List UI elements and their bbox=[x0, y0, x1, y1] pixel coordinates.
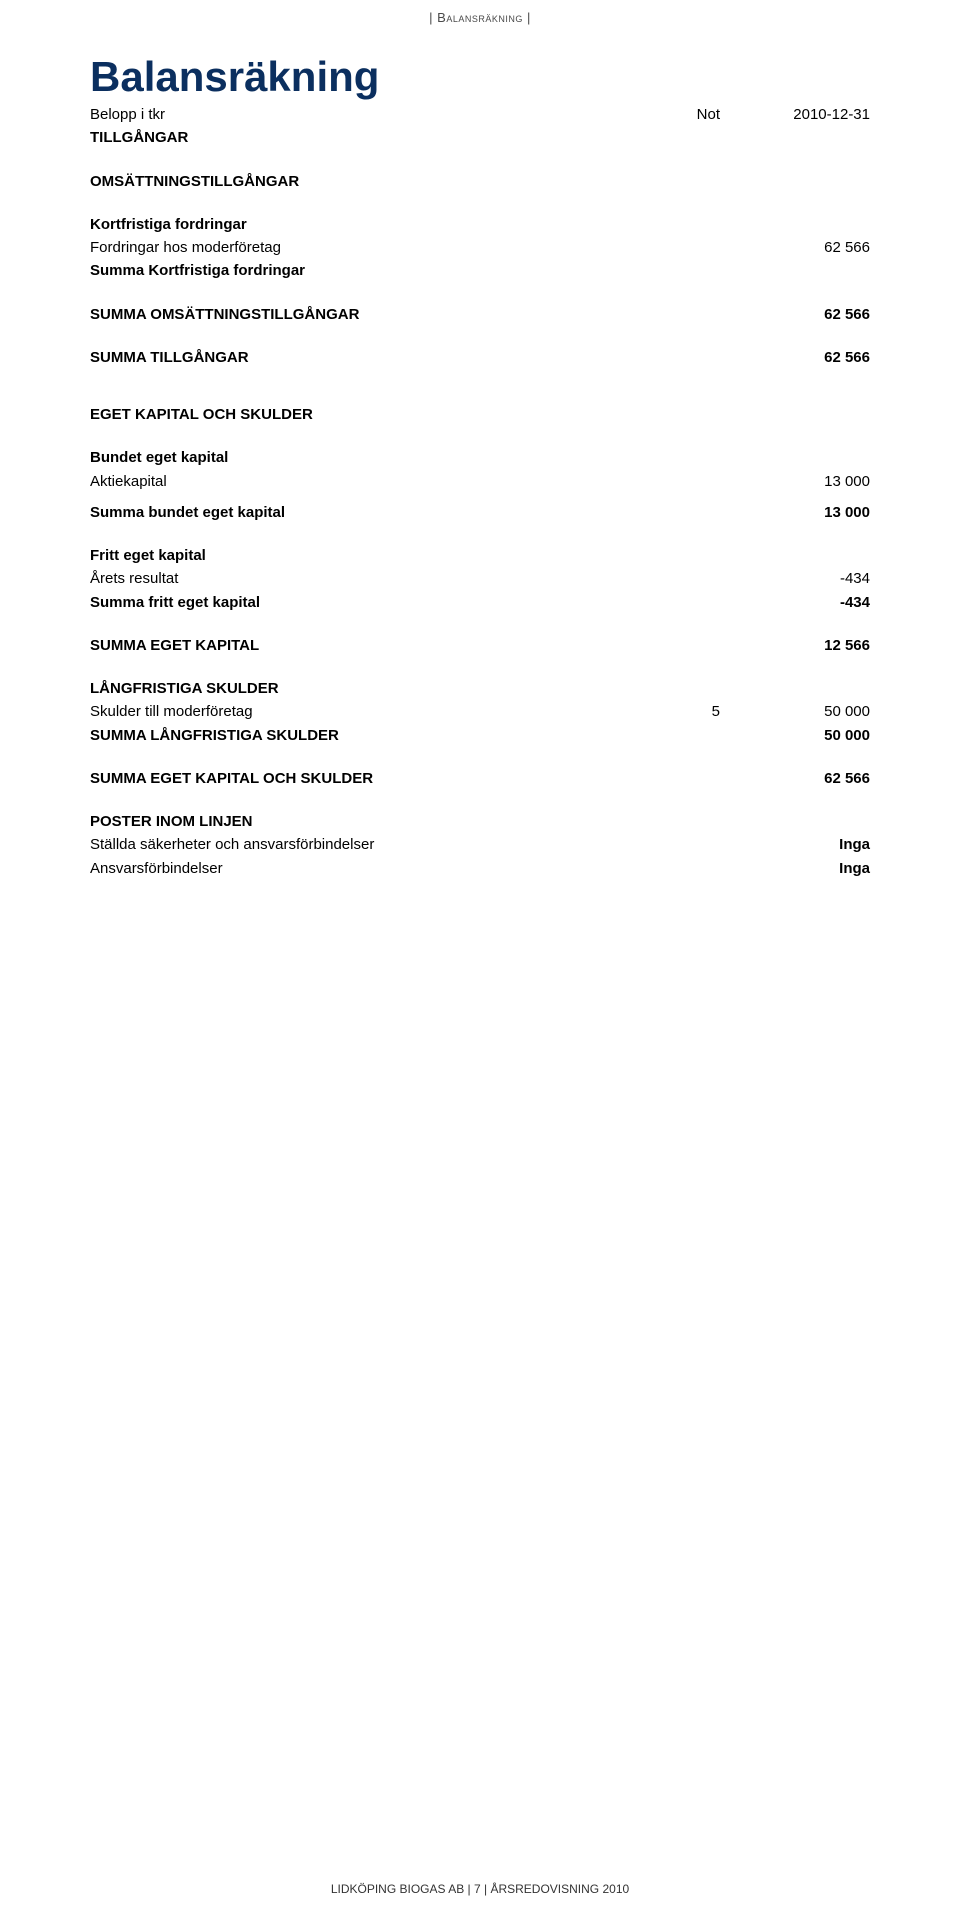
heading-text: TILLGÅNGAR bbox=[90, 126, 650, 149]
row-value: 62 566 bbox=[750, 346, 870, 369]
col-date: 2010-12-31 bbox=[750, 103, 870, 126]
page: | Balansräkning | Balansräkning Belopp i… bbox=[0, 0, 960, 1906]
langfristiga-sum: SUMMA LÅNGFRISTIGA SKULDER 50 000 bbox=[90, 724, 870, 747]
summa-oms-row: SUMMA OMSÄTTNINGSTILLGÅNGAR 62 566 bbox=[90, 303, 870, 326]
section-header: | Balansräkning | bbox=[90, 10, 870, 25]
row-value: 50 000 bbox=[750, 700, 870, 723]
table-row: Årets resultat -434 bbox=[90, 567, 870, 590]
sum-value: -434 bbox=[750, 591, 870, 614]
row-label: Aktiekapital bbox=[90, 470, 650, 493]
fritt-sum: Summa fritt eget kapital -434 bbox=[90, 591, 870, 614]
row-value: Inga bbox=[750, 833, 870, 856]
langfristiga-subheading: LÅNGFRISTIGA SKULDER bbox=[90, 677, 870, 700]
table-row: Ansvarsförbindelser Inga bbox=[90, 857, 870, 880]
summa-tillgangar-row: SUMMA TILLGÅNGAR 62 566 bbox=[90, 346, 870, 369]
row-value: 62 566 bbox=[750, 303, 870, 326]
poster-subheading: POSTER INOM LINJEN bbox=[90, 810, 870, 833]
table-row: Aktiekapital 13 000 bbox=[90, 470, 870, 493]
kortfristiga-subheading: Kortfristiga fordringar bbox=[90, 213, 870, 236]
summa-eget-row: SUMMA EGET KAPITAL 12 566 bbox=[90, 634, 870, 657]
subheading-text: LÅNGFRISTIGA SKULDER bbox=[90, 677, 650, 700]
row-label: SUMMA OMSÄTTNINGSTILLGÅNGAR bbox=[90, 303, 650, 326]
table-row: Ställda säkerheter och ansvarsförbindels… bbox=[90, 833, 870, 856]
row-label: Ställda säkerheter och ansvarsförbindels… bbox=[90, 833, 650, 856]
row-label: Ansvarsförbindelser bbox=[90, 857, 650, 880]
tillgangar-heading: TILLGÅNGAR bbox=[90, 126, 870, 149]
row-label: SUMMA TILLGÅNGAR bbox=[90, 346, 650, 369]
row-value: 12 566 bbox=[750, 634, 870, 657]
row-value: 62 566 bbox=[750, 236, 870, 259]
table-row: Skulder till moderföretag 5 50 000 bbox=[90, 700, 870, 723]
sum-label: Summa bundet eget kapital bbox=[90, 501, 650, 524]
heading-text: OMSÄTTNINGSTILLGÅNGAR bbox=[90, 170, 650, 193]
row-note: 5 bbox=[650, 700, 750, 723]
row-label: Skulder till moderföretag bbox=[90, 700, 650, 723]
kortfristiga-sum: Summa Kortfristiga fordringar bbox=[90, 259, 870, 282]
bundet-subheading: Bundet eget kapital bbox=[90, 446, 870, 469]
eget-skulder-heading: EGET KAPITAL OCH SKULDER bbox=[90, 403, 870, 426]
col-label: Belopp i tkr bbox=[90, 103, 650, 126]
subheading-text: Kortfristiga fordringar bbox=[90, 213, 650, 236]
heading-text: EGET KAPITAL OCH SKULDER bbox=[90, 403, 650, 426]
table-row: Fordringar hos moderföretag 62 566 bbox=[90, 236, 870, 259]
subheading-text: Bundet eget kapital bbox=[90, 446, 650, 469]
summa-eget-skulder-row: SUMMA EGET KAPITAL OCH SKULDER 62 566 bbox=[90, 767, 870, 790]
row-value: 13 000 bbox=[750, 470, 870, 493]
oms-heading: OMSÄTTNINGSTILLGÅNGAR bbox=[90, 170, 870, 193]
bundet-sum: Summa bundet eget kapital 13 000 bbox=[90, 501, 870, 524]
row-label: SUMMA EGET KAPITAL OCH SKULDER bbox=[90, 767, 650, 790]
row-value: -434 bbox=[750, 567, 870, 590]
col-note: Not bbox=[650, 103, 750, 126]
column-header-row: Belopp i tkr Not 2010-12-31 bbox=[90, 103, 870, 126]
sum-label: Summa fritt eget kapital bbox=[90, 591, 650, 614]
page-title: Balansräkning bbox=[90, 55, 870, 99]
row-label: Fordringar hos moderföretag bbox=[90, 236, 650, 259]
subheading-text: Fritt eget kapital bbox=[90, 544, 650, 567]
row-value: 62 566 bbox=[750, 767, 870, 790]
row-label: SUMMA EGET KAPITAL bbox=[90, 634, 650, 657]
row-value: Inga bbox=[750, 857, 870, 880]
sum-value: 13 000 bbox=[750, 501, 870, 524]
row-label: Årets resultat bbox=[90, 567, 650, 590]
sum-label: Summa Kortfristiga fordringar bbox=[90, 259, 650, 282]
sum-label: SUMMA LÅNGFRISTIGA SKULDER bbox=[90, 724, 650, 747]
sum-value: 50 000 bbox=[750, 724, 870, 747]
page-footer: LIDKÖPING BIOGAS AB | 7 | ÅRSREDOVISNING… bbox=[0, 1882, 960, 1896]
subheading-text: POSTER INOM LINJEN bbox=[90, 810, 650, 833]
fritt-subheading: Fritt eget kapital bbox=[90, 544, 870, 567]
